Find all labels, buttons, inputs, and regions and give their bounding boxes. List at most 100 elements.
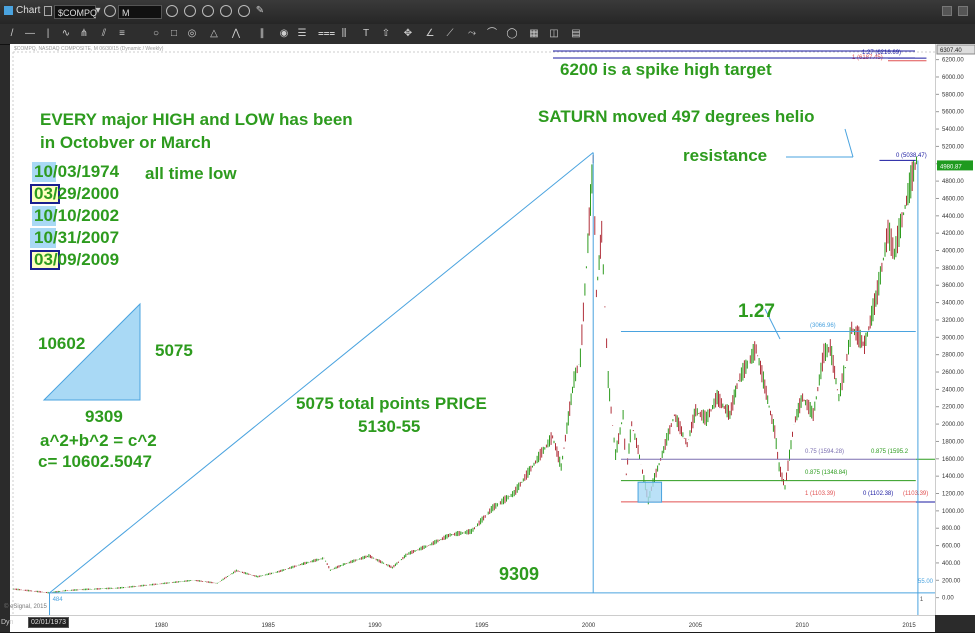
x-marker-start: 484 <box>53 597 64 603</box>
hline-tool-icon[interactable]: — <box>25 28 35 39</box>
y-tick-label: 3200.00 <box>942 318 964 324</box>
y-tick-label: 1600.00 <box>942 457 964 463</box>
y-tick-label: 2200.00 <box>942 405 964 411</box>
x-tick-label: 1980 <box>155 623 169 629</box>
symbol-settings-icon[interactable] <box>104 5 116 17</box>
triangle-tool-icon[interactable]: △ <box>210 28 218 39</box>
zigzag-tool-icon[interactable]: ⋀ <box>231 28 241 39</box>
arc-tool-icon[interactable]: ⌒ <box>487 28 497 39</box>
date-2009-prefix: 03 <box>34 250 53 269</box>
grid-tool-icon[interactable]: ▦ <box>529 28 539 39</box>
interval-input[interactable]: M <box>118 5 162 19</box>
price-chart[interactable]: 1.27 (6216.69)1 (6187.45)0 (5038.47)(306… <box>10 44 935 615</box>
date-2002-rest: /10/2002 <box>52 206 120 225</box>
y-tick-label: 4800.00 <box>942 179 964 185</box>
y-tick-label: 1400.00 <box>942 474 964 480</box>
symbol-dropdown-icon[interactable]: ▾ <box>95 5 101 16</box>
cycle-tool-icon[interactable]: ◎ <box>187 28 197 39</box>
angle-tool-icon[interactable]: ∠ <box>425 28 435 39</box>
fib-level-label: 0 (1102.38) <box>863 491 893 497</box>
last-price-label: 4980.87 <box>940 164 962 170</box>
date-2009: 03/09/2009 <box>34 250 119 270</box>
channel-tool-icon[interactable]: ⫽ <box>101 28 107 39</box>
y-tick-label: 1200.00 <box>942 492 964 498</box>
wave-tool-icon[interactable]: ∿ <box>61 28 71 39</box>
x-tick-label: 2010 <box>796 623 810 629</box>
y-tick-label: 400.00 <box>942 561 961 567</box>
x-tick-label: 1995 <box>475 623 489 629</box>
chart-header-label: $COMPQ, NASDAQ COMPOSITE, M 06/30/15 (Dy… <box>14 46 164 52</box>
fan-tool-icon[interactable]: ⫼ <box>341 28 347 39</box>
fib-level-label: 55.00 <box>918 579 934 585</box>
pencil-icon[interactable]: ✎ <box>255 5 265 16</box>
y-tick-label: 600.00 <box>942 544 961 550</box>
triangle-base-label: 9309 <box>85 407 123 426</box>
x-tick-label: 1990 <box>368 623 382 629</box>
trend-tool-icon[interactable]: ⤳ <box>468 28 476 39</box>
y-tick-label: 3000.00 <box>942 335 964 341</box>
vline-tool-icon[interactable]: | <box>46 28 50 39</box>
date-2000: 03/29/2000 <box>34 184 119 204</box>
fib-tool-icon[interactable]: ≡ <box>119 28 125 39</box>
interval-clock-icon[interactable] <box>166 5 178 17</box>
y-tick-label: 800.00 <box>942 526 961 532</box>
close-button[interactable] <box>958 6 968 16</box>
y-tick-label: 4600.00 <box>942 196 964 202</box>
y-tick-label: 2600.00 <box>942 370 964 376</box>
time-axis[interactable]: 1980 1985 1990 1995 2000 2005 2010 2015 <box>10 615 935 632</box>
y-tick-label: 5600.00 <box>942 110 964 116</box>
add-icon[interactable] <box>220 5 232 17</box>
regression-tool-icon[interactable]: ⟋ <box>446 28 454 39</box>
minimize-button[interactable] <box>942 6 952 16</box>
fib-level-label: 1.27 (6216.69) <box>862 50 901 56</box>
fib-ext-tool-icon[interactable]: ⩶ <box>318 28 336 39</box>
fib-ret-tool-icon[interactable]: ☰ <box>297 28 307 39</box>
line-tool-icon[interactable]: / <box>10 28 14 39</box>
misc-tool-icon[interactable]: ▤ <box>571 28 581 39</box>
ellipse-tool-icon[interactable]: ○ <box>152 28 160 39</box>
y-tick-label: 6200.00 <box>942 58 964 64</box>
chart-plot-area[interactable]: 1.27 (6216.69) 1 (6187.45) 0 (5038.47) (306… <box>4 44 935 615</box>
move-tool-icon[interactable]: ✥ <box>403 28 413 39</box>
y-tick-label: 3600.00 <box>942 283 964 289</box>
x-tick-label: 2000 <box>582 623 596 629</box>
y-tick-label: 200.00 <box>942 578 961 584</box>
last-price-box <box>937 160 973 171</box>
spike-target-label: 6200 is a spike high target <box>560 60 772 79</box>
y-tick-label: 4400.00 <box>942 214 964 220</box>
date-1974-rest: /03/1974 <box>52 162 120 181</box>
y-tick-label: 1000.00 <box>942 509 964 515</box>
symbol-input[interactable]: $COMPQ <box>54 5 97 19</box>
date-2007-rest: /31/2007 <box>52 228 120 247</box>
title-bar: Chart $COMPQ ▾ M ✎ <box>0 0 975 25</box>
date-1974: 10/03/1974 <box>34 162 119 182</box>
pythagoras-triangle <box>42 302 141 401</box>
reload-icon[interactable] <box>202 5 214 17</box>
fib-level-label: 0.75 (1594.28) <box>805 449 844 455</box>
price-range-label: 5130-55 <box>358 417 421 436</box>
arrow-up-tool-icon[interactable]: ⇧ <box>381 28 391 39</box>
split-tool-icon[interactable]: ◫ <box>549 28 559 39</box>
price-axis[interactable]: 6200.00 6000.00 5800.00 5600.00 5400.00 5200.… <box>935 44 975 615</box>
top-price-box <box>936 44 975 55</box>
refresh-icon[interactable] <box>184 5 196 17</box>
pitchfork-tool-icon[interactable]: ⋔ <box>79 28 89 39</box>
y-tick-label: 5400.00 <box>942 127 964 133</box>
parallel-tool-icon[interactable]: ∥ <box>259 28 265 39</box>
top-price-label: 6307.40 <box>940 48 962 54</box>
window-title: Chart <box>16 5 41 16</box>
link-icon[interactable] <box>44 6 52 16</box>
remove-icon[interactable] <box>238 5 250 17</box>
gann-tool-icon[interactable]: ◉ <box>279 28 289 39</box>
circle-tool-icon[interactable]: ◯ <box>506 28 518 39</box>
date-highlight-2009 <box>30 250 60 270</box>
major-highs-lows-note-line2: in Octobver or March <box>40 133 211 152</box>
x-tick-label: 2015 <box>902 623 916 629</box>
fib-level-label: 0.875 (1348.84) <box>805 470 847 476</box>
date-highlight-1974 <box>32 162 56 182</box>
text-tool-icon[interactable]: T <box>362 28 370 39</box>
y-tick-label: 5200.00 <box>942 144 964 150</box>
y-tick-label: 2800.00 <box>942 353 964 359</box>
saturn-label: SATURN moved 497 degrees helio <box>538 107 815 126</box>
rect-tool-icon[interactable]: □ <box>170 28 178 39</box>
